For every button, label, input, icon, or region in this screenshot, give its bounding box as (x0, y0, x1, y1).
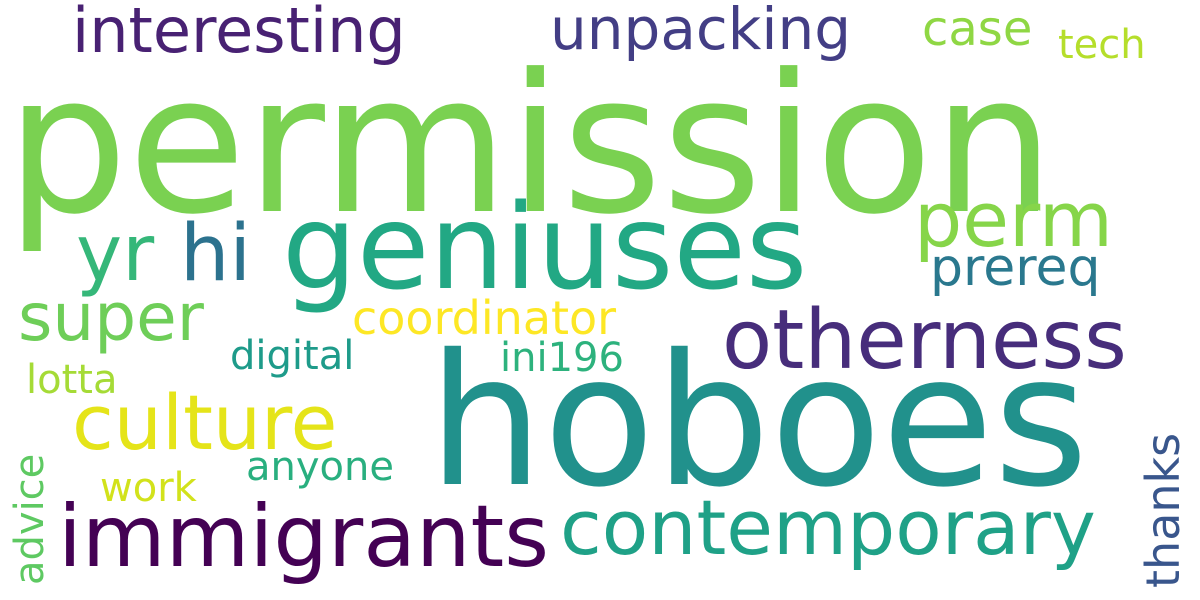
word-coordinator: coordinator (352, 291, 617, 345)
word-otherness: otherness (722, 293, 1127, 388)
word-thanks: thanks (1136, 432, 1190, 588)
word-yr: yr (76, 209, 155, 299)
word-permission: permission (6, 34, 1055, 257)
word-digital: digital (230, 333, 355, 379)
word-contemporary: contemporary (560, 483, 1096, 572)
word-unpacking: unpacking (550, 0, 852, 63)
word-tech: tech (1058, 22, 1146, 68)
word-super: super (18, 279, 204, 356)
word-hoboes: hoboes (428, 315, 1089, 527)
word-ini196: ini196 (500, 335, 624, 381)
word-culture: culture (72, 378, 338, 467)
word-lotta: lotta (26, 357, 118, 403)
word-case: case (922, 1, 1033, 57)
word-perm: perm (914, 175, 1113, 264)
word-immigrants: immigrants (58, 487, 550, 587)
word-interesting: interesting (72, 0, 406, 67)
word-advice: advice (7, 453, 53, 585)
word-work: work (100, 465, 197, 511)
word-geniuses: geniuses (282, 178, 808, 316)
word-hi: hi (180, 209, 252, 299)
word-prereq: prereq (930, 238, 1101, 298)
word-anyone: anyone (246, 444, 394, 490)
